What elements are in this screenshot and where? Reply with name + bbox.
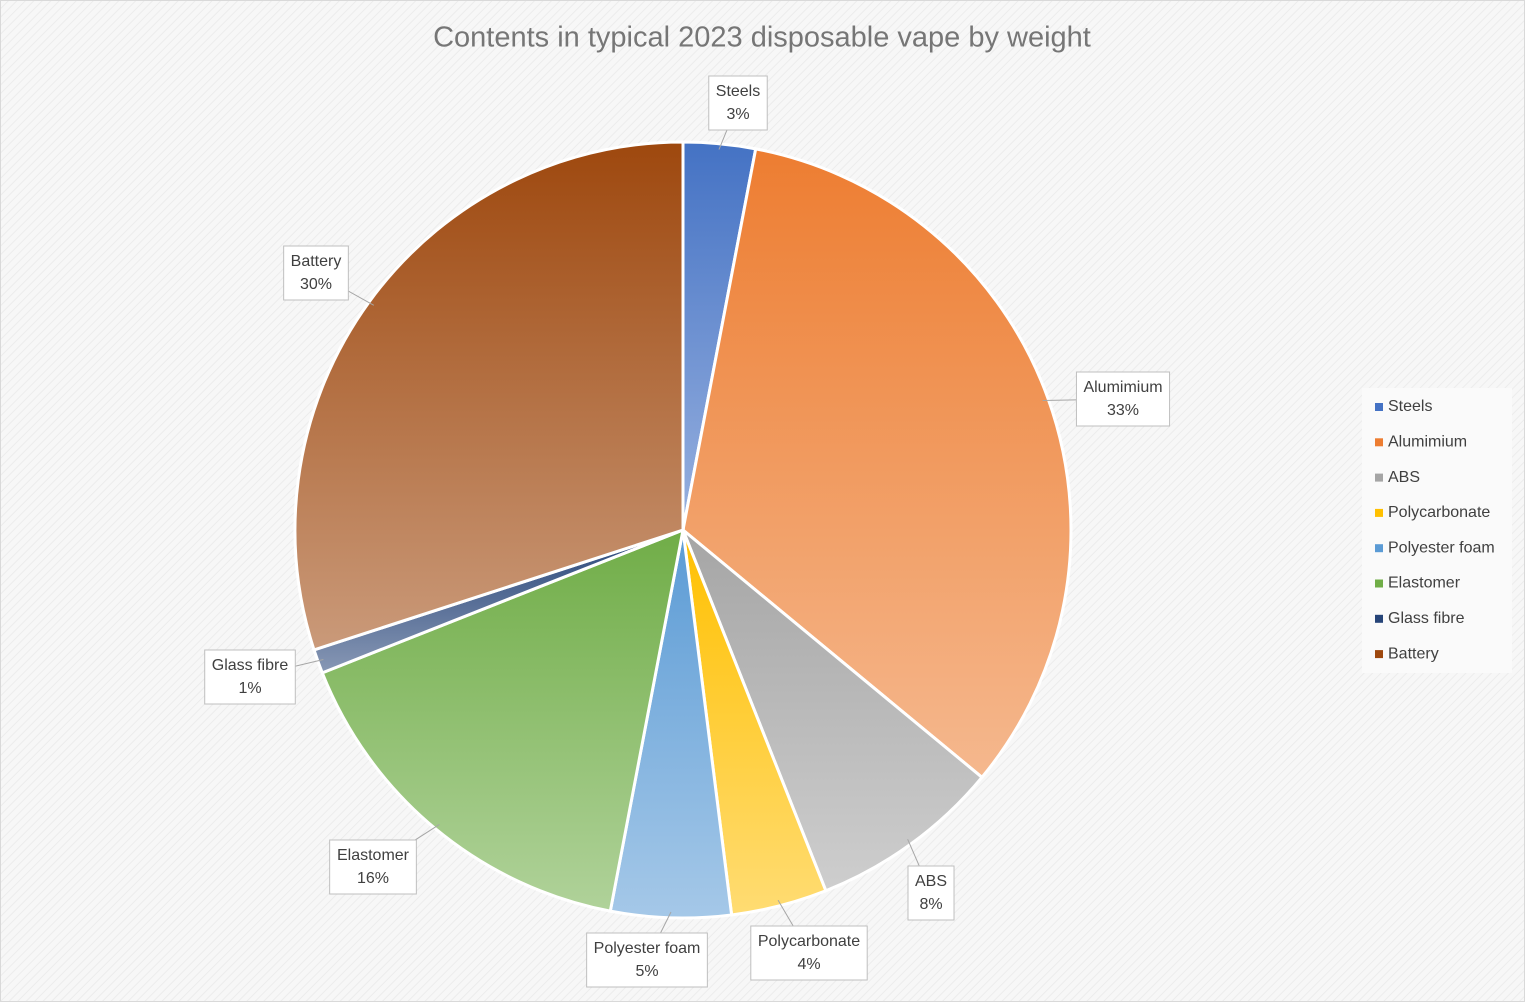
data-label-category: Polycarbonate [758, 933, 860, 950]
data-label-value: 1% [238, 680, 261, 697]
legend-label: Steels [1388, 398, 1432, 415]
legend-swatch [1375, 579, 1383, 588]
pie-slice [681, 147, 1073, 780]
pie-slice [320, 527, 685, 913]
data-label-box [204, 649, 296, 705]
legend-label: Alumimium [1388, 434, 1467, 451]
data-label-value: 33% [1107, 402, 1139, 419]
data-label-value: 4% [797, 956, 820, 973]
data-label-box [1075, 371, 1171, 427]
legend-label: Polycarbonate [1388, 504, 1490, 521]
data-label-value: 3% [726, 106, 749, 123]
data-label-category: Battery [291, 253, 342, 270]
data-label-category: Steels [716, 83, 760, 100]
data-label-box [907, 865, 955, 921]
data-label-category: Glass fibre [212, 657, 289, 674]
legend-swatch [1375, 508, 1383, 517]
data-label-box [750, 925, 868, 981]
data-label-value: 5% [635, 963, 658, 980]
data-label-value: 16% [357, 870, 389, 887]
data-label-box [283, 245, 349, 301]
pie-slice [293, 140, 685, 652]
legend-swatch [1375, 544, 1383, 553]
data-label-box [329, 839, 417, 895]
legend-label: Polyester foam [1388, 539, 1495, 556]
pie-slice [681, 528, 985, 893]
data-label-category: Polyester foam [594, 940, 701, 957]
legend-swatch [1375, 650, 1383, 659]
data-label-box [586, 932, 708, 988]
legend-swatch [1375, 473, 1383, 482]
chart-title: Contents in typical 2023 disposable vape… [433, 22, 1091, 54]
legend-swatch [1375, 614, 1383, 623]
legend-swatch [1375, 438, 1383, 447]
legend-swatch [1375, 403, 1383, 411]
legend-background [1362, 388, 1512, 673]
data-label-category: Alumimium [1083, 379, 1162, 396]
legend-label: Elastomer [1388, 575, 1461, 592]
legend-label: Battery [1388, 645, 1439, 662]
data-label-category: ABS [915, 873, 947, 890]
data-label-box [708, 75, 768, 131]
data-label-category: Elastomer [337, 847, 410, 864]
legend-label: ABS [1388, 469, 1420, 486]
legend-label: Glass fibre [1388, 610, 1465, 627]
data-label-value: 30% [300, 276, 332, 293]
data-label-value: 8% [919, 896, 942, 913]
